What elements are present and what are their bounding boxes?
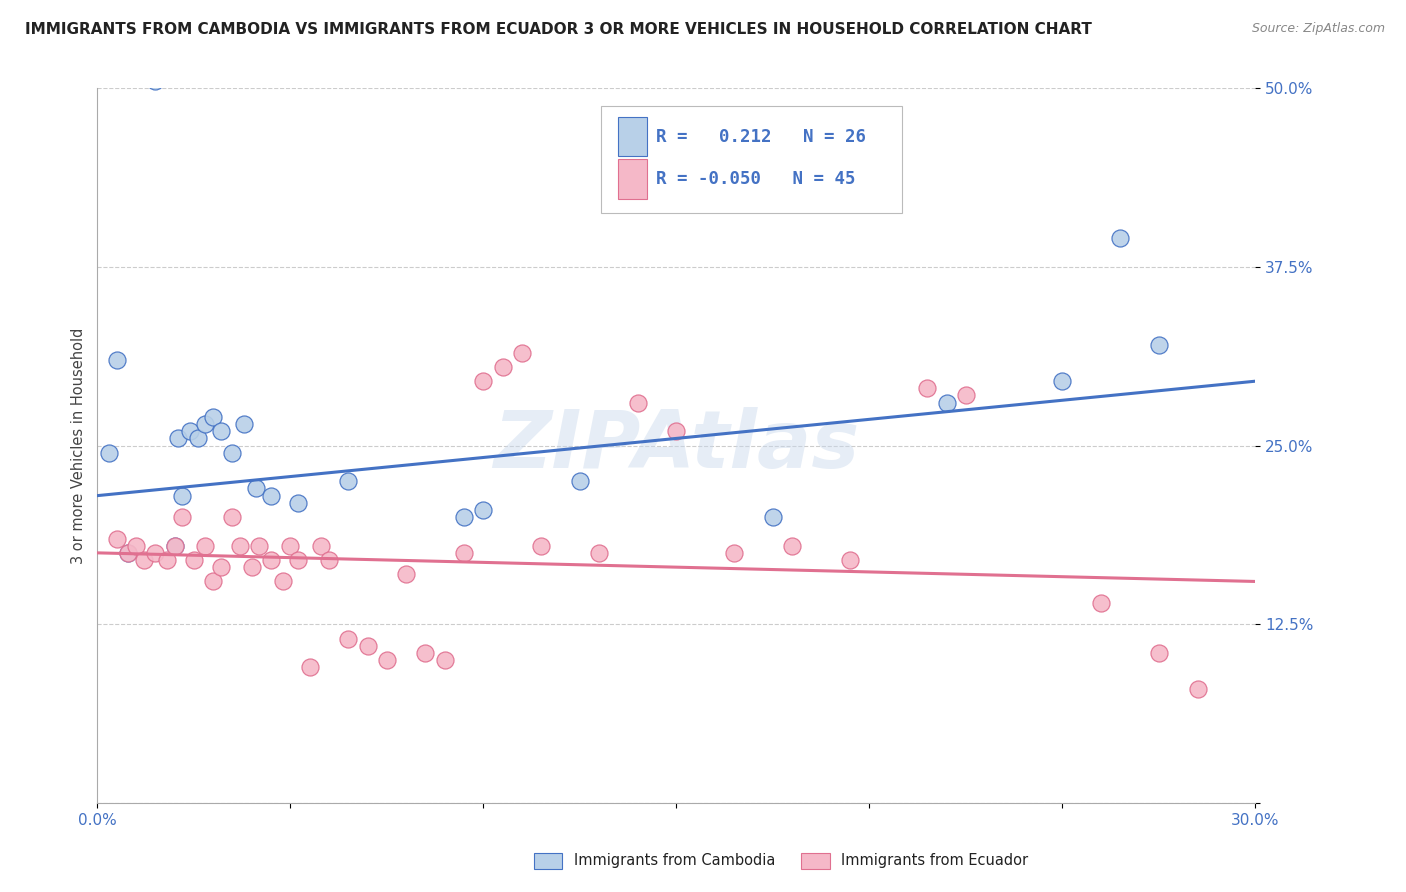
Point	[917, 381, 939, 395]
Point	[209, 424, 232, 438]
Point	[453, 546, 475, 560]
Point	[453, 510, 475, 524]
Point	[249, 539, 271, 553]
Point	[221, 510, 243, 524]
Point	[117, 546, 139, 560]
Point	[780, 539, 803, 553]
Point	[337, 475, 360, 489]
Point	[665, 424, 688, 438]
Point	[472, 374, 495, 388]
Point	[260, 553, 283, 567]
Point	[163, 539, 186, 553]
Point	[415, 646, 437, 660]
Point	[179, 424, 201, 438]
Point	[298, 660, 321, 674]
Text: Immigrants from Cambodia: Immigrants from Cambodia	[574, 854, 775, 868]
Point	[1187, 681, 1209, 696]
Point	[762, 510, 785, 524]
Point	[955, 388, 977, 402]
Text: IMMIGRANTS FROM CAMBODIA VS IMMIGRANTS FROM ECUADOR 3 OR MORE VEHICLES IN HOUSEH: IMMIGRANTS FROM CAMBODIA VS IMMIGRANTS F…	[25, 22, 1092, 37]
Point	[839, 553, 862, 567]
Point	[209, 560, 232, 574]
Text: ZIPAtlas: ZIPAtlas	[494, 407, 859, 484]
Point	[309, 539, 332, 553]
Point	[530, 539, 553, 553]
Point	[627, 395, 650, 409]
Point	[172, 510, 194, 524]
Point	[233, 417, 256, 431]
Text: Source: ZipAtlas.com: Source: ZipAtlas.com	[1251, 22, 1385, 36]
Point	[1147, 338, 1170, 352]
Point	[125, 539, 148, 553]
Point	[287, 496, 309, 510]
Text: R =   0.212   N = 26: R = 0.212 N = 26	[655, 128, 866, 145]
Point	[472, 503, 495, 517]
Point	[280, 539, 302, 553]
Point	[221, 446, 243, 460]
Point	[337, 632, 360, 646]
Point	[143, 74, 166, 88]
Point	[1052, 374, 1074, 388]
Point	[240, 560, 263, 574]
Point	[260, 489, 283, 503]
Point	[229, 539, 252, 553]
Point	[245, 482, 267, 496]
Point	[287, 553, 309, 567]
Point	[935, 395, 957, 409]
Point	[117, 546, 139, 560]
Point	[588, 546, 610, 560]
Point	[492, 359, 515, 374]
Point	[202, 409, 225, 424]
Point	[356, 639, 378, 653]
Point	[156, 553, 179, 567]
Point	[183, 553, 205, 567]
Point	[271, 574, 294, 589]
Point	[163, 539, 186, 553]
Point	[433, 653, 456, 667]
Point	[105, 352, 128, 367]
Point	[132, 553, 155, 567]
Point	[1090, 596, 1112, 610]
Point	[568, 475, 591, 489]
Point	[167, 431, 190, 445]
Point	[1109, 231, 1132, 245]
Point	[143, 546, 166, 560]
Y-axis label: 3 or more Vehicles in Household: 3 or more Vehicles in Household	[72, 327, 86, 564]
Point	[202, 574, 225, 589]
Point	[105, 532, 128, 546]
Point	[318, 553, 340, 567]
Point	[194, 539, 217, 553]
FancyBboxPatch shape	[602, 106, 903, 213]
Text: R = -0.050   N = 45: R = -0.050 N = 45	[655, 170, 855, 188]
Point	[395, 567, 418, 582]
Point	[1147, 646, 1170, 660]
Point	[375, 653, 398, 667]
Point	[723, 546, 745, 560]
Point	[172, 489, 194, 503]
Point	[510, 345, 533, 359]
Text: Immigrants from Ecuador: Immigrants from Ecuador	[841, 854, 1028, 868]
Point	[187, 431, 209, 445]
FancyBboxPatch shape	[619, 160, 647, 199]
FancyBboxPatch shape	[619, 117, 647, 156]
Point	[194, 417, 217, 431]
Point	[97, 446, 120, 460]
